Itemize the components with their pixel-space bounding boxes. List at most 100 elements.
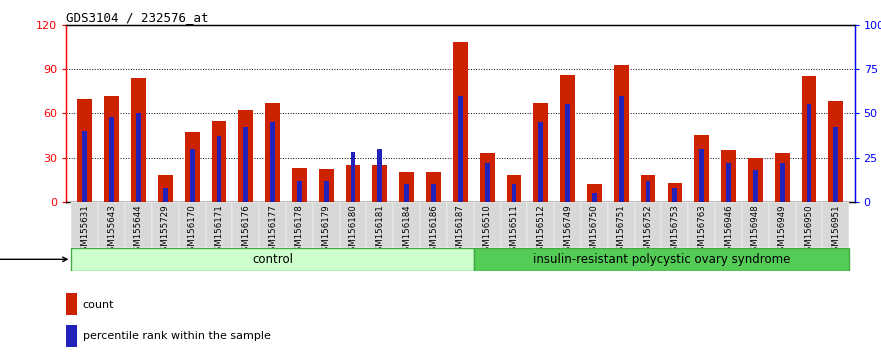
- Text: GSM156510: GSM156510: [483, 204, 492, 257]
- Bar: [233, 202, 259, 248]
- Bar: [722, 150, 736, 202]
- Text: GSM156751: GSM156751: [617, 204, 626, 257]
- Bar: [726, 163, 731, 202]
- Bar: [453, 42, 468, 202]
- Bar: [538, 122, 544, 202]
- Text: disease state: disease state: [0, 254, 67, 264]
- Text: GSM156186: GSM156186: [429, 204, 438, 257]
- Bar: [205, 202, 233, 248]
- Text: GSM156949: GSM156949: [778, 204, 787, 257]
- Text: count: count: [83, 299, 115, 310]
- Bar: [373, 165, 388, 202]
- Bar: [528, 202, 554, 248]
- Bar: [217, 136, 221, 202]
- Bar: [447, 202, 474, 248]
- Bar: [828, 102, 843, 202]
- Text: GSM156178: GSM156178: [295, 204, 304, 257]
- Text: GSM156948: GSM156948: [751, 204, 759, 257]
- Bar: [189, 149, 195, 202]
- Bar: [109, 117, 114, 202]
- Bar: [179, 202, 205, 248]
- Bar: [715, 202, 742, 248]
- Bar: [265, 103, 280, 202]
- Bar: [431, 184, 436, 202]
- Bar: [769, 202, 796, 248]
- Bar: [753, 170, 758, 202]
- Text: GSM156512: GSM156512: [537, 204, 545, 257]
- Text: GSM156763: GSM156763: [697, 204, 707, 257]
- Bar: [351, 152, 355, 202]
- Text: GSM156946: GSM156946: [724, 204, 733, 257]
- Bar: [131, 78, 146, 202]
- Text: GSM156187: GSM156187: [455, 204, 465, 257]
- Bar: [297, 181, 302, 202]
- Bar: [500, 202, 528, 248]
- Text: GSM156170: GSM156170: [188, 204, 196, 257]
- Text: GSM156177: GSM156177: [268, 204, 278, 257]
- Bar: [796, 202, 822, 248]
- Bar: [71, 202, 99, 248]
- Bar: [688, 202, 715, 248]
- Bar: [404, 184, 409, 202]
- Bar: [426, 172, 440, 202]
- Text: control: control: [252, 253, 293, 266]
- Bar: [420, 202, 447, 248]
- Bar: [366, 202, 393, 248]
- Text: GSM156511: GSM156511: [509, 204, 518, 257]
- Bar: [700, 149, 704, 202]
- Text: GSM155729: GSM155729: [161, 204, 170, 257]
- Bar: [694, 136, 709, 202]
- Bar: [243, 127, 248, 202]
- Bar: [292, 168, 307, 202]
- Bar: [399, 172, 414, 202]
- Text: GDS3104 / 232576_at: GDS3104 / 232576_at: [66, 11, 209, 24]
- Text: GSM156950: GSM156950: [804, 204, 813, 257]
- Text: GSM155643: GSM155643: [107, 204, 116, 257]
- Bar: [512, 184, 516, 202]
- Bar: [78, 98, 93, 202]
- Text: GSM156176: GSM156176: [241, 204, 250, 257]
- Bar: [211, 121, 226, 202]
- Bar: [393, 202, 420, 248]
- Bar: [833, 127, 838, 202]
- Bar: [662, 202, 688, 248]
- Bar: [474, 248, 849, 271]
- Text: percentile rank within the sample: percentile rank within the sample: [83, 331, 270, 342]
- Text: GSM156180: GSM156180: [349, 204, 358, 257]
- Bar: [71, 248, 474, 271]
- Bar: [99, 202, 125, 248]
- Bar: [554, 202, 581, 248]
- Bar: [640, 175, 655, 202]
- Bar: [672, 188, 677, 202]
- Bar: [259, 202, 286, 248]
- Bar: [780, 163, 785, 202]
- Bar: [104, 96, 119, 202]
- Bar: [587, 184, 602, 202]
- Bar: [286, 202, 313, 248]
- Bar: [592, 193, 596, 202]
- Bar: [340, 202, 366, 248]
- Bar: [270, 122, 275, 202]
- Text: GSM156171: GSM156171: [214, 204, 224, 257]
- Bar: [239, 110, 253, 202]
- Bar: [560, 75, 575, 202]
- Bar: [614, 65, 629, 202]
- Bar: [646, 181, 650, 202]
- Bar: [158, 175, 173, 202]
- Bar: [319, 169, 334, 202]
- Bar: [152, 202, 179, 248]
- Bar: [83, 131, 87, 202]
- Bar: [634, 202, 662, 248]
- Bar: [66, 325, 78, 347]
- Bar: [581, 202, 608, 248]
- Bar: [774, 153, 789, 202]
- Bar: [608, 202, 634, 248]
- Text: GSM156181: GSM156181: [375, 204, 384, 257]
- Bar: [458, 96, 463, 202]
- Bar: [618, 96, 624, 202]
- Bar: [742, 202, 769, 248]
- Text: GSM155644: GSM155644: [134, 204, 143, 257]
- Text: GSM156179: GSM156179: [322, 204, 330, 257]
- Bar: [66, 293, 78, 315]
- Bar: [163, 188, 167, 202]
